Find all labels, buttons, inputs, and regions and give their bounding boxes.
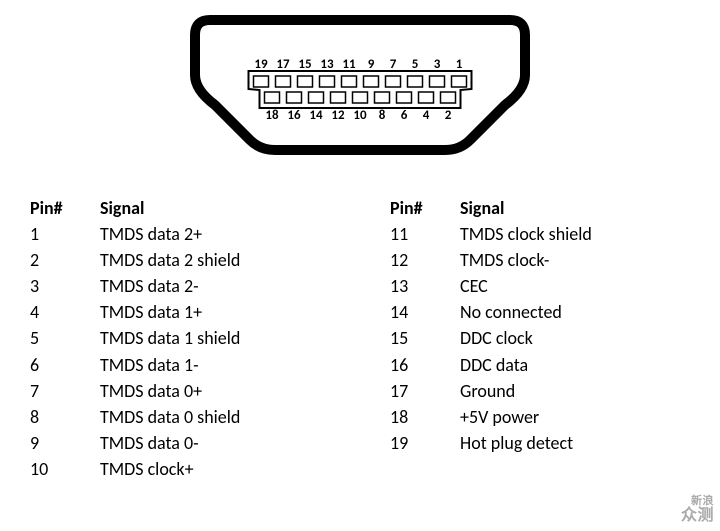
signal-name: +5V power [460,404,690,430]
header-signal: Signal [100,195,330,221]
table-header: Pin# Signal [390,195,690,221]
table-row: 3TMDS data 2- [30,273,330,299]
signal-name: TMDS clock- [460,247,690,273]
table-row: 1TMDS data 2+ [30,221,330,247]
pin-number: 12 [390,247,460,273]
table-row: 7TMDS data 0+ [30,378,330,404]
table-row: 11TMDS clock shield [390,221,690,247]
pin-number: 4 [30,299,100,325]
pin-number: 8 [30,404,100,430]
svg-text:5: 5 [412,57,419,72]
hdmi-connector: 19 17 15 13 11 97531 18 16 14 12 10 8642 [185,10,535,175]
pin-number: 13 [390,273,460,299]
svg-text:13: 13 [320,57,334,72]
table-header: Pin# Signal [30,195,330,221]
header-signal: Signal [460,195,690,221]
svg-text:15: 15 [298,57,311,72]
table-row: 4TMDS data 1+ [30,299,330,325]
table-row: 12TMDS clock- [390,247,690,273]
svg-text:16: 16 [287,108,301,123]
svg-text:1: 1 [456,57,463,72]
signal-name: TMDS data 2- [100,273,330,299]
watermark-line2: 众测 [681,507,714,525]
pin-number: 17 [390,378,460,404]
header-pin: Pin# [30,195,100,221]
svg-text:2: 2 [445,108,452,123]
svg-text:6: 6 [401,108,408,123]
table-row: 2TMDS data 2 shield [30,247,330,273]
svg-text:14: 14 [309,108,323,123]
table-row: 6TMDS data 1- [30,352,330,378]
pin-number: 14 [390,299,460,325]
table-row: 5TMDS data 1 shield [30,325,330,351]
connector-svg: 19 17 15 13 11 97531 18 16 14 12 10 8642 [185,10,535,170]
svg-text:19: 19 [254,57,268,72]
pin-number: 10 [30,456,100,482]
signal-name: TMDS data 1 shield [100,325,330,351]
pin-number: 5 [30,325,100,351]
signal-name: No connected [460,299,690,325]
svg-text:3: 3 [434,57,441,72]
pin-number: 6 [30,352,100,378]
signal-name: Hot plug detect [460,430,690,456]
signal-name: TMDS data 1+ [100,299,330,325]
table-row: 15DDC clock [390,325,690,351]
pinout-left-column: Pin# Signal 1TMDS data 2+2TMDS data 2 sh… [30,195,330,482]
table-row: 18+5V power [390,404,690,430]
signal-name: Ground [460,378,690,404]
table-row: 17Ground [390,378,690,404]
signal-name: TMDS clock+ [100,456,330,482]
table-row: 14No connected [390,299,690,325]
signal-name: TMDS data 1- [100,352,330,378]
pinout-right-column: Pin# Signal 11TMDS clock shield12TMDS cl… [390,195,690,482]
pin-number: 3 [30,273,100,299]
table-row: 19Hot plug detect [390,430,690,456]
signal-name: TMDS data 2 shield [100,247,330,273]
svg-text:18: 18 [265,108,279,123]
pin-number: 15 [390,325,460,351]
pin-number: 11 [390,221,460,247]
svg-text:10: 10 [353,108,367,123]
pin-number: 9 [30,430,100,456]
signal-name: TMDS data 2+ [100,221,330,247]
pin-number: 1 [30,221,100,247]
pin-number: 16 [390,352,460,378]
svg-text:12: 12 [331,108,345,123]
svg-text:9: 9 [368,57,375,72]
pin-number: 2 [30,247,100,273]
svg-text:11: 11 [342,57,356,72]
signal-name: CEC [460,273,690,299]
signal-name: DDC clock [460,325,690,351]
signal-name: DDC data [460,352,690,378]
table-row: 8TMDS data 0 shield [30,404,330,430]
svg-text:4: 4 [423,108,430,123]
watermark: 新浪 众测 [681,495,714,525]
signal-name: TMDS data 0+ [100,378,330,404]
table-row: 16DDC data [390,352,690,378]
pin-number: 18 [390,404,460,430]
svg-text:7: 7 [390,57,397,72]
table-row: 10TMDS clock+ [30,456,330,482]
svg-text:17: 17 [276,57,290,72]
svg-text:8: 8 [379,108,386,123]
table-row: 13CEC [390,273,690,299]
pinout-tables: Pin# Signal 1TMDS data 2+2TMDS data 2 sh… [0,175,720,482]
table-row: 9TMDS data 0- [30,430,330,456]
pin-number: 7 [30,378,100,404]
signal-name: TMDS data 0 shield [100,404,330,430]
connector-diagram-area: 19 17 15 13 11 97531 18 16 14 12 10 8642 [0,0,720,175]
signal-name: TMDS data 0- [100,430,330,456]
header-pin: Pin# [390,195,460,221]
signal-name: TMDS clock shield [460,221,690,247]
pin-number: 19 [390,430,460,456]
